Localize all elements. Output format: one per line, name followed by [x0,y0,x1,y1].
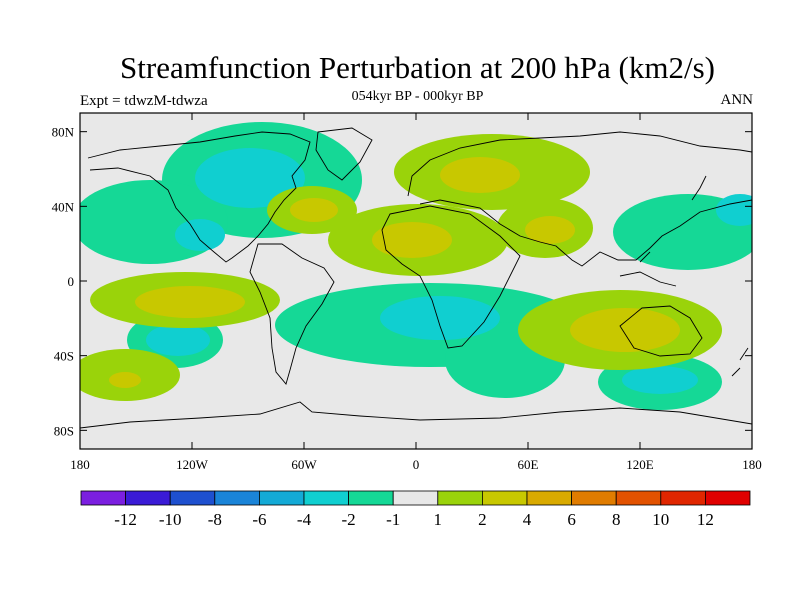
colorbar-label: -8 [208,510,222,529]
x-tick-label: 120W [176,457,209,472]
colorbar-swatch [80,490,126,506]
x-tick-label: 180 [70,457,90,472]
coast-japan [691,175,707,201]
colorbar-label: -2 [342,510,356,529]
colorbar-swatch [526,490,572,506]
colorbar-label: 2 [478,510,487,529]
map-axes: 180 120W 60W 0 60E 120E 180 80N 40N 0 40S 80S [52,113,762,472]
contour-n-america-core [195,148,305,208]
colorbar-swatch [348,490,394,506]
colorbar-swatch [214,490,260,506]
colorbar-label: 12 [697,510,714,529]
colorbar-swatch [481,490,528,506]
colorbar-swatch [125,490,171,506]
colorbar-swatch [303,490,349,506]
period-label: 054kyr BP - 000kyr BP [351,89,484,104]
coast-eurasia [407,131,752,267]
x-tick-label: 120E [626,457,654,472]
coast-new-zealand [731,347,749,377]
colorbar-label: -10 [159,510,182,529]
map-title: Streamfunction Perturbation at 200 hPa (… [120,50,715,85]
colorbar: -12 -10 -8 -6 -4 -2 -1 1 2 4 6 8 10 12 [80,490,751,529]
colorbar-label: 10 [652,510,669,529]
contour-se-pacific-core [109,372,141,388]
contour-australia-core [570,308,680,352]
coast-north-america [87,131,311,263]
colorbar-label: 6 [567,510,576,529]
contour-n-atlantic-core [290,198,338,222]
colorbar-swatch [392,490,439,506]
y-tick-label: 80S [54,423,74,438]
contour-southern-ocean-core [622,366,698,394]
colorbar-swatch [437,490,483,506]
contour-n-pacific-core [175,219,225,251]
colorbar-swatch [571,490,617,506]
colorbar-label: -4 [297,510,312,529]
contour-s-pacific-core [146,324,210,356]
colorbar-label: -1 [386,510,400,529]
colorbar-label: -12 [114,510,137,529]
coast-indonesia [619,251,677,287]
colorbar-label: 4 [523,510,532,529]
y-tick-label: 80N [52,125,75,140]
coast-greenland [315,127,373,181]
colorbar-swatch [660,490,706,506]
colorbar-label: -6 [252,510,266,529]
x-tick-label: 60E [518,457,539,472]
contour-asia-core [525,216,575,244]
y-tick-label: 40N [52,199,75,214]
contour-africa-core [372,222,452,258]
contour-europe-core [440,157,520,193]
coast-south-america [249,243,335,385]
colorbar-swatch [258,490,305,506]
colorbar-swatch [169,490,216,506]
colorbar-label: 8 [612,510,621,529]
x-tick-label: 180 [742,457,762,472]
contour-s-atlantic-core [380,296,500,340]
x-tick-label: 60W [291,457,317,472]
colorbar-label: 1 [434,510,443,529]
season-label: ANN [720,92,754,108]
contour-s-pacific-core [135,286,245,318]
experiment-label: Expt = tdwzM-tdwza [80,93,208,109]
coastlines [80,127,752,429]
x-tick-label: 0 [413,457,420,472]
y-tick-label: 40S [54,349,74,364]
contour-fields [80,122,752,410]
colorbar-swatch [615,490,662,506]
coast-australia [619,305,703,357]
contour-w-pacific-core [716,194,752,226]
coast-antarctica [80,401,752,429]
coast-africa [381,205,521,349]
colorbar-swatch [705,490,751,506]
y-tick-label: 0 [68,274,75,289]
